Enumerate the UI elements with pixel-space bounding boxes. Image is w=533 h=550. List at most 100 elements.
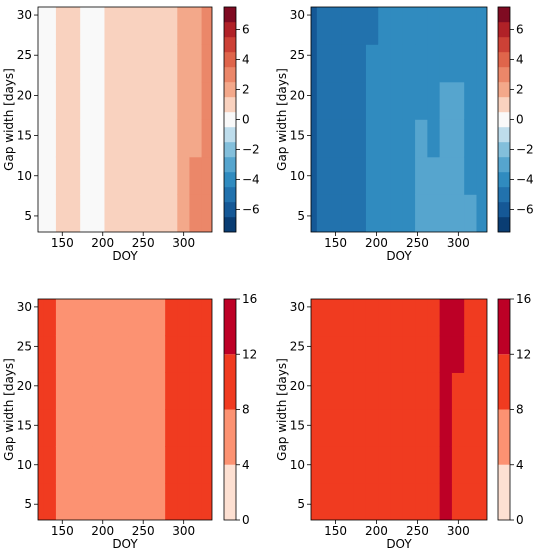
y-tick-label: 5 <box>297 497 305 511</box>
y-tick-label: 10 <box>17 458 32 472</box>
heatmap-cell <box>80 7 93 45</box>
heatmap-cell <box>316 299 330 337</box>
heatmap-cell <box>365 44 379 83</box>
heatmap-cell <box>92 372 106 410</box>
heatmap-cell <box>43 44 57 83</box>
heatmap-cell <box>104 156 118 195</box>
colorbar-tick-label: −6 <box>516 203 533 217</box>
heatmap-cell <box>451 7 465 45</box>
heatmap-cell <box>104 446 118 484</box>
heatmap-cell <box>353 446 367 484</box>
heatmap-cell <box>402 194 416 232</box>
heatmap-cell <box>451 446 465 484</box>
panel-bottom-right: 150 200 250 300 5 10 15 20 25 30 DOY Gap width [day… <box>275 292 531 550</box>
heatmap-cell <box>116 299 130 337</box>
colorbar-tick-label: 8 <box>242 403 250 417</box>
heatmap-cell <box>92 409 106 447</box>
heatmap-cell <box>68 446 81 484</box>
heatmap-cell <box>311 7 318 45</box>
heatmap-cell <box>311 156 318 195</box>
heatmap-cell <box>43 372 57 410</box>
heatmap-cell <box>38 44 45 83</box>
y-tick-label: 20 <box>17 88 32 102</box>
heatmap-cell <box>153 156 166 195</box>
colorbar-segment <box>224 464 236 520</box>
heatmap-cell <box>378 409 392 447</box>
heatmap-cell <box>68 119 81 158</box>
colorbar-segment <box>224 171 236 188</box>
heatmap-cell <box>153 194 166 232</box>
plot-frame <box>310 6 488 233</box>
heatmap-cell <box>402 7 416 45</box>
heatmap-cell <box>353 372 367 410</box>
colorbar-segment <box>224 186 236 203</box>
heatmap-cell <box>43 409 57 447</box>
heatmap-cell <box>68 335 81 373</box>
heatmap-cell <box>201 7 212 45</box>
heatmap-cell <box>55 194 69 232</box>
heatmap-cell <box>316 156 330 195</box>
heatmap-cell <box>341 194 355 232</box>
heatmap-cell <box>427 156 441 195</box>
heatmap-cell <box>92 446 106 484</box>
heatmap-cell <box>464 372 478 410</box>
heatmap-cell <box>402 299 416 337</box>
heatmap-cell <box>427 372 441 410</box>
heatmap-cell <box>378 446 392 484</box>
heatmap-cell <box>329 299 342 337</box>
heatmap-cell <box>341 446 355 484</box>
heatmap-cell <box>365 119 379 158</box>
heatmap-cell <box>311 81 318 120</box>
heatmap-cell <box>38 81 45 120</box>
heatmap-cell <box>92 299 106 337</box>
heatmap-cell <box>116 44 130 83</box>
colorbar-tick-label: 16 <box>516 292 531 306</box>
heatmap-cell <box>464 335 478 373</box>
heatmap-cell <box>80 44 93 83</box>
heatmap-cell <box>55 81 69 120</box>
heatmap-cell <box>439 81 453 120</box>
heatmap-cell <box>439 372 453 410</box>
heatmap-cell <box>390 156 404 195</box>
heatmap-cell <box>128 7 142 45</box>
heatmap-cell <box>415 194 428 232</box>
colorbar-tick-label: 8 <box>516 403 524 417</box>
heatmap-cell <box>390 335 404 373</box>
heatmap-cell <box>189 299 203 337</box>
heatmap-cell <box>329 372 342 410</box>
heatmap-cell <box>55 44 69 83</box>
y-tick-label: 30 <box>17 8 32 22</box>
heatmap-cell <box>316 446 330 484</box>
heatmap-cell <box>439 409 453 447</box>
heatmap-cell <box>427 482 441 520</box>
heatmap-cell <box>464 482 478 520</box>
colorbar-tick-label: 4 <box>516 458 524 472</box>
heatmap-cell <box>189 119 203 158</box>
heatmap-cell <box>153 409 166 447</box>
heatmap-cell <box>365 7 379 45</box>
heatmap-cell <box>402 119 416 158</box>
heatmap-cell <box>140 482 154 520</box>
heatmap-cell <box>55 119 69 158</box>
colorbar-segment <box>498 6 510 23</box>
heatmap-cell <box>476 409 487 447</box>
heatmap-cell <box>55 299 69 337</box>
heatmap-cell <box>451 194 465 232</box>
heatmap-cell <box>451 335 465 373</box>
heatmap-cell <box>116 335 130 373</box>
heatmap-cell <box>316 482 330 520</box>
y-tick-label: 5 <box>24 209 32 223</box>
heatmap-cell <box>201 156 212 195</box>
y-tick-label: 15 <box>17 129 32 143</box>
heatmap-cell <box>43 482 57 520</box>
heatmap-cell <box>341 372 355 410</box>
heatmap-cell <box>104 409 118 447</box>
heatmap-cell <box>80 482 93 520</box>
heatmap-cell <box>104 7 118 45</box>
heatmap-cell <box>316 409 330 447</box>
heatmap-cell <box>55 372 69 410</box>
x-tick-label: 250 <box>132 524 155 538</box>
y-axis-label: Gap width [days] <box>275 68 289 171</box>
heatmap-cell <box>38 119 45 158</box>
